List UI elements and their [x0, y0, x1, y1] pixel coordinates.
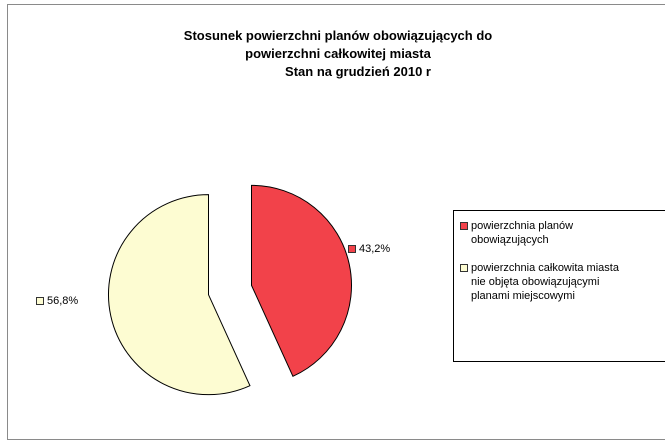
legend-label-planned-line-1: powierzchnia planów [471, 220, 574, 232]
chart-title-line-3: Stan na grudzień 2010 r [285, 64, 431, 79]
legend-label-unplanned-line-1: powierzchnia całkowita miasta [471, 262, 619, 274]
chart-title-line-1: Stosunek powierzchni planów obowiązujący… [183, 28, 493, 43]
legend-item-unplanned: powierzchnia całkowita miasta nie objęta… [460, 261, 665, 303]
data-label-planned-text: 43,2% [359, 243, 391, 255]
legend-label-unplanned-line-2: nie objęta obowiązującymi [471, 276, 600, 288]
legend-marker-planned [460, 222, 468, 230]
legend-item-planned: powierzchnia planów obowiązujących [460, 219, 665, 247]
data-label-marker-planned [348, 245, 356, 253]
legend-label-unplanned-line-3: planami miejscowymi [471, 290, 575, 302]
data-label-planned: 43,2% [348, 243, 390, 255]
pie-slice-planned [251, 184, 352, 378]
legend-label-planned-line-2: obowiązujących [471, 234, 549, 246]
pie-slice-unplanned [108, 194, 251, 396]
legend-label-unplanned: powierzchnia całkowita miasta nie objęta… [471, 261, 619, 303]
data-label-unplanned-text: 56,8% [47, 295, 79, 307]
chart-legend: powierzchnia planów obowiązujących powie… [453, 210, 665, 362]
chart-title-line-2: powierzchni całkowitej miasta [245, 46, 431, 61]
data-label-unplanned: 56,8% [36, 295, 78, 307]
data-label-marker-unplanned [36, 297, 44, 305]
chart-title: Stosunek powierzchni planów obowiązujący… [8, 27, 665, 81]
legend-label-planned: powierzchnia planów obowiązujących [471, 219, 573, 247]
legend-marker-unplanned [460, 264, 468, 272]
